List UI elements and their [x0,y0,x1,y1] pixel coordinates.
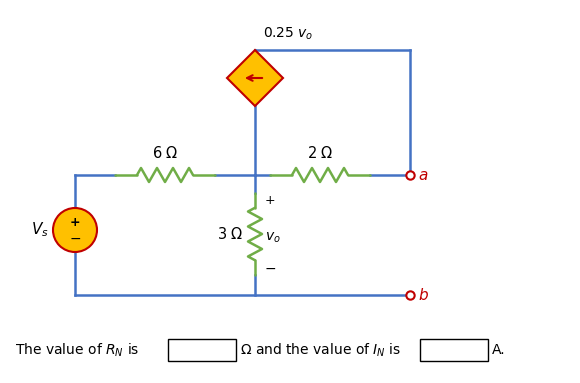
Text: $b$: $b$ [418,287,429,303]
Polygon shape [227,50,283,106]
Text: $a$: $a$ [418,167,429,183]
Text: 0.25 $v_o$: 0.25 $v_o$ [263,26,313,42]
Text: −: − [265,262,277,276]
Text: 3 $\Omega$: 3 $\Omega$ [216,226,243,242]
Text: $V_s$: $V_s$ [31,221,49,239]
Text: +: + [70,216,80,229]
Text: +: + [265,195,276,208]
Text: $\Omega$ and the value of $I_N$ is: $\Omega$ and the value of $I_N$ is [240,341,401,359]
Text: A.: A. [492,343,506,357]
Text: The value of $R_N$ is: The value of $R_N$ is [15,341,139,359]
Bar [168,339,236,361]
Text: $v_o$: $v_o$ [265,231,281,245]
Bar [420,339,488,361]
Text: −: − [69,232,81,246]
Text: 6 $\Omega$: 6 $\Omega$ [152,145,178,161]
Text: 2 $\Omega$: 2 $\Omega$ [307,145,333,161]
Circle shape [53,208,97,252]
